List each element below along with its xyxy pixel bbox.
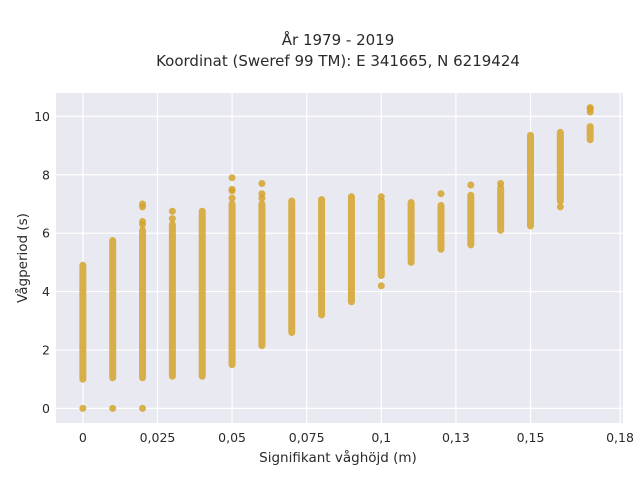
data-point	[497, 180, 505, 188]
data-point	[258, 180, 266, 188]
data-point-range	[526, 131, 534, 230]
x-tick-label: 0,05	[218, 430, 246, 445]
x-axis-label: Signifikant våghöjd (m)	[259, 449, 417, 466]
data-point-range	[109, 236, 117, 382]
data-point	[258, 190, 266, 198]
data-points	[79, 104, 594, 412]
x-axis-ticks: 0 0,025 0,05 0,075 0,1 0,13 0,15 0,18	[79, 430, 634, 445]
chart-title-line-1: År 1979 - 2019	[282, 30, 395, 49]
data-point-range	[497, 184, 505, 234]
data-point-range	[198, 207, 206, 380]
y-tick-label: 0	[42, 401, 50, 416]
data-point-range	[467, 191, 475, 249]
data-point	[168, 215, 176, 223]
x-tick-label: 0,13	[442, 430, 470, 445]
data-point-range	[79, 261, 87, 383]
y-tick-label: 2	[42, 342, 50, 357]
x-tick-label: 0,15	[517, 430, 545, 445]
data-point-range	[168, 220, 176, 380]
y-tick-label: 4	[42, 284, 50, 299]
x-tick-label: 0,18	[606, 430, 634, 445]
data-point-range	[586, 123, 594, 144]
x-tick-label: 0	[79, 430, 87, 445]
y-tick-label: 6	[42, 226, 50, 241]
data-point-range	[288, 197, 296, 336]
y-axis-label: Vågperiod (s)	[14, 213, 31, 303]
data-point	[377, 193, 385, 201]
data-point-range	[437, 201, 445, 253]
data-point-range	[258, 200, 266, 350]
data-point	[228, 194, 236, 202]
data-point-range	[407, 199, 415, 266]
data-point	[139, 217, 147, 225]
y-tick-label: 8	[42, 167, 50, 182]
y-axis-ticks: 0 2 4 6 8 10	[34, 109, 50, 416]
data-point-range	[377, 197, 385, 280]
data-point	[228, 174, 236, 182]
data-point	[139, 404, 147, 412]
data-point	[109, 404, 117, 412]
data-point	[437, 190, 445, 198]
y-tick-label: 10	[34, 109, 50, 124]
data-point	[586, 104, 594, 112]
data-point	[139, 200, 147, 208]
data-point-range	[139, 226, 147, 382]
data-point	[228, 185, 236, 193]
data-point-range	[347, 193, 355, 306]
data-point-range	[556, 128, 564, 205]
x-tick-label: 0,025	[140, 430, 176, 445]
x-tick-label: 0,1	[371, 430, 391, 445]
data-point	[168, 207, 176, 215]
data-point-range	[228, 200, 236, 369]
x-tick-label: 0,075	[289, 430, 325, 445]
data-point	[79, 404, 87, 412]
data-point-range	[318, 196, 326, 319]
data-point	[556, 203, 564, 211]
data-point	[377, 282, 385, 290]
chart-title-line-2: Koordinat (Sweref 99 TM): E 341665, N 62…	[156, 52, 520, 70]
data-point	[467, 181, 475, 189]
